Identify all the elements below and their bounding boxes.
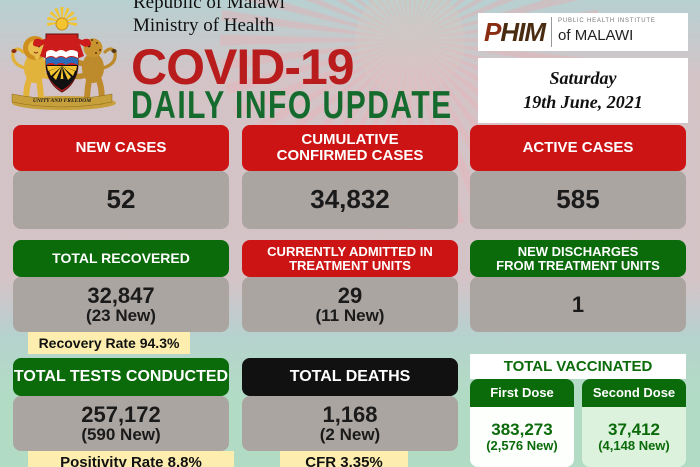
svg-text:UNITY AND FREEDOM: UNITY AND FREEDOM: [33, 98, 92, 104]
